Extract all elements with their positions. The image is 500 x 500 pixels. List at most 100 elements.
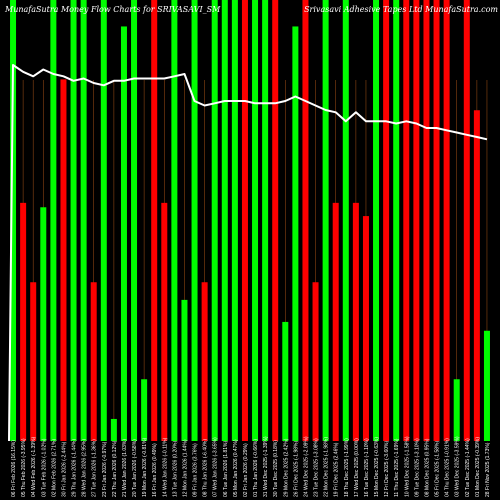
bar-series	[10, 0, 490, 442]
x-tick-label: 15 Mon Dec 2025 (-0.63%)	[374, 437, 380, 497]
bar	[241, 0, 248, 441]
x-tick-label: 11 Thu Dec 2025 (-1.69%)	[394, 438, 400, 497]
bar	[322, 0, 329, 441]
x-tick-label: 14 Wed Jan 2026 (-0.11%)	[162, 437, 168, 497]
bar	[110, 418, 117, 441]
chart-title: MunafaSutra Money Flow Charts for SRIVAS…	[4, 5, 221, 14]
bar	[292, 26, 299, 442]
bar	[373, 0, 380, 441]
x-tick-label: 30 Fri Jan 2026 (-2.44%)	[61, 441, 67, 497]
x-tick-label: 04 Thu Dec 2025 (-0.91%)	[445, 438, 451, 497]
x-tick-label: 19 Fri Dec 2025 (2.46%)	[334, 442, 340, 497]
x-tick-label: 29 Mon Dec 2025 (2.42%)	[283, 438, 289, 497]
x-tick-label: 10 Wed Dec 2025 (-1.58%)	[404, 436, 410, 497]
bar	[262, 0, 269, 441]
bar	[221, 0, 228, 441]
bar	[332, 202, 339, 441]
bar	[50, 0, 57, 441]
bar	[362, 216, 369, 441]
bar	[30, 282, 37, 441]
x-tick-label: 29 Thu Jan 2026 (-1.44%)	[72, 439, 78, 497]
bar	[302, 0, 309, 441]
bar	[443, 0, 450, 441]
x-tick-labels: 06 Fri Feb 2026 (16.15%) 05 Thu Feb 2026 …	[11, 436, 491, 497]
bar	[151, 0, 158, 441]
bar	[312, 282, 319, 441]
bar	[181, 299, 188, 441]
x-tick-label: 08 Mon Dec 2025 (0.95%)	[424, 438, 430, 497]
bar	[60, 79, 67, 441]
x-tick-label: 02 Fri Jan 2026 (0.29%)	[243, 443, 249, 497]
bar	[131, 0, 138, 441]
x-tick-label: 20 Tue Jan 2026 (-0.58%)	[132, 439, 138, 497]
bar	[10, 0, 17, 441]
line-series	[8, 64, 488, 442]
bar	[282, 321, 289, 441]
x-tick-label: 31 Wed Dec 2025 (-1.39%)	[263, 436, 269, 497]
bar	[120, 26, 127, 442]
x-tick-label: 16 Fri Jan 2026 (0.49%)	[152, 443, 158, 497]
bar	[393, 0, 400, 441]
x-tick-label: 19 Mon Jan 2026 (-0.81%)	[142, 437, 148, 497]
x-tick-label: 27 Tue Jan 2026 (-1.36%)	[92, 439, 98, 497]
x-tick-label: 01 Thu Jan 2026 (-0.66%)	[253, 439, 259, 497]
x-tick-label: 26 Fri Dec 2025 (-1.98%)	[293, 441, 299, 497]
bar	[483, 330, 490, 441]
x-tick-label: 28 Fri Nov 2025 (1.73%)	[485, 442, 491, 497]
x-tick-label: 06 Tue Jan 2026 (1.81%)	[223, 441, 229, 497]
bar	[201, 282, 208, 441]
x-tick-label: 02 Tue Dec 2025 (-1.44%)	[465, 438, 471, 497]
x-tick-label: 08 Thu Jan 2026 (-6.40%)	[203, 439, 209, 497]
x-tick-label: 09 Tue Dec 2025 (-3.10%)	[414, 438, 420, 497]
bar	[423, 0, 430, 441]
bar	[171, 0, 178, 441]
bar	[352, 202, 359, 441]
line-path	[8, 64, 488, 442]
x-tick-label: 23 Tue Dec 2025 (-3.08%)	[314, 438, 320, 497]
bar	[383, 0, 390, 441]
x-tick-label: 24 Wed Dec 2025 (-2.09%)	[303, 436, 309, 497]
x-tick-label: 01 Mon Dec 2025 (-0.39%)	[475, 437, 481, 497]
x-tick-label: 30 Tue Dec 2025 (0.18%)	[273, 440, 279, 497]
bar	[231, 0, 238, 441]
x-tick-label: 22 Thu Jan 2026 (0.12%)	[112, 440, 118, 497]
x-tick-label: 06 Fri Feb 2026 (16.15%)	[11, 440, 17, 497]
x-tick-label: 12 Mon Jan 2026 (1.44%)	[182, 439, 188, 497]
x-tick-label: 05 Thu Feb 2026 (-3.95%)	[21, 438, 27, 497]
x-tick-label: 04 Wed Feb 2026 (-1.39%)	[31, 436, 37, 497]
bar	[90, 282, 97, 441]
chart-title-right: Srivasavi Adhesive Tapes Ltd MunafaSutra…	[304, 5, 498, 14]
bar	[252, 0, 259, 441]
x-tick-label: 03 Tue Feb 2026 (-1.02%)	[41, 438, 47, 497]
x-tick-label: 13 Tue Jan 2026 (0.20%)	[172, 441, 178, 497]
bar	[100, 0, 107, 441]
x-tick-label: 28 Wed Jan 2026 (2.95%)	[82, 439, 88, 497]
x-tick-label: 16 Tue Dec 2025 (-1.10%)	[364, 438, 370, 497]
bar	[20, 202, 27, 441]
x-tick-label: 07 Wed Jan 2026 (-3.65%)	[213, 437, 219, 497]
bar	[272, 0, 279, 441]
x-tick-label: 02 Mon Feb 2026 (2.71%)	[51, 439, 57, 497]
bar	[70, 0, 77, 441]
x-tick-label: 09 Fri Jan 2026 (3.76%)	[193, 443, 199, 497]
bar	[80, 0, 87, 441]
x-tick-label: 17 Wed Dec 2025 (0.00%)	[354, 438, 360, 497]
bar	[191, 0, 198, 441]
bar	[403, 0, 410, 441]
bar	[211, 0, 218, 441]
bar	[473, 110, 480, 441]
x-tick-label: 21 Wed Jan 2026 (1.03%)	[122, 439, 128, 497]
x-tick-label: 03 Wed Dec 2025 (-3.59%)	[455, 436, 461, 497]
x-tick-label: 12 Fri Dec 2025 (-3.60%)	[384, 441, 390, 497]
x-tick-label: 05 Mon Jan 2026 (0.47%)	[233, 439, 239, 497]
bar	[413, 0, 420, 441]
bar	[463, 0, 470, 441]
bar	[141, 379, 148, 441]
bar	[40, 207, 47, 441]
bar	[342, 0, 349, 441]
bar	[433, 0, 440, 441]
x-tick-label: 22 Mon Dec 2025 (-1.98%)	[324, 437, 330, 497]
bar	[161, 202, 168, 441]
x-tick-label: 05 Fri Dec 2025 (-1.58%)	[435, 441, 441, 497]
